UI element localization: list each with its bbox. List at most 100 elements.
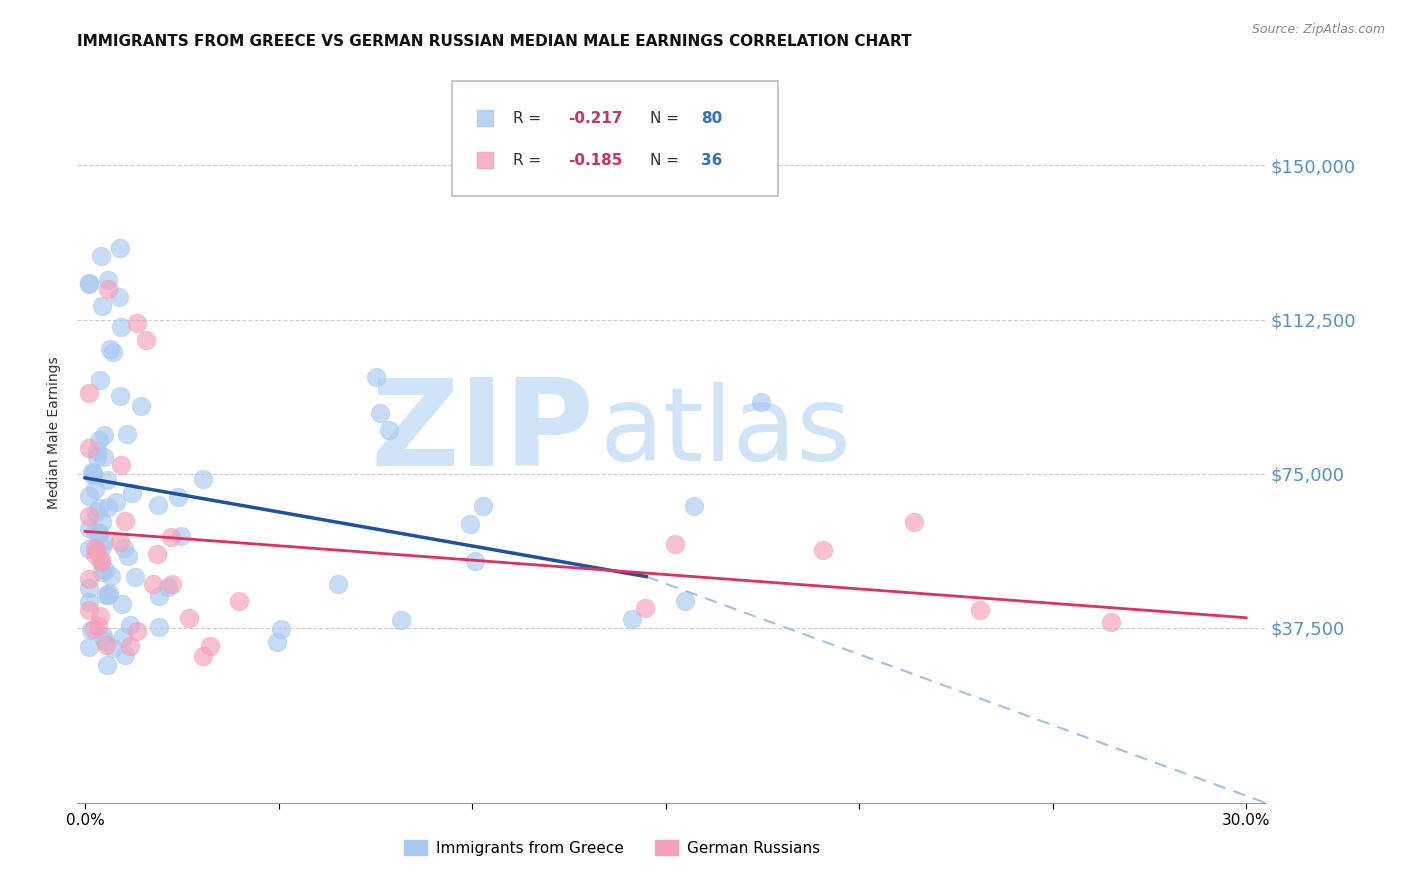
Point bbox=[91, 565, 114, 579]
Point bbox=[77, 386, 100, 401]
Text: atlas: atlas bbox=[600, 382, 852, 483]
Point bbox=[124, 570, 146, 584]
Point bbox=[89, 433, 111, 447]
Point bbox=[94, 638, 117, 652]
Point bbox=[749, 395, 772, 409]
Point bbox=[96, 658, 118, 673]
Text: ZIP: ZIP bbox=[370, 374, 595, 491]
Text: Source: ZipAtlas.com: Source: ZipAtlas.com bbox=[1251, 23, 1385, 37]
Point bbox=[101, 641, 124, 656]
Point bbox=[118, 639, 141, 653]
Point bbox=[112, 541, 135, 556]
Text: -0.185: -0.185 bbox=[568, 153, 623, 168]
Point bbox=[90, 555, 112, 569]
Point bbox=[83, 524, 105, 539]
Point bbox=[969, 603, 991, 617]
Point bbox=[82, 466, 104, 480]
Point bbox=[110, 389, 132, 403]
Point bbox=[370, 406, 392, 420]
Y-axis label: Median Male Earnings: Median Male Earnings bbox=[48, 356, 62, 509]
Point bbox=[97, 273, 120, 287]
Point bbox=[620, 612, 643, 626]
Point bbox=[114, 648, 136, 663]
Point bbox=[110, 458, 132, 473]
Point bbox=[77, 277, 100, 292]
Legend: Immigrants from Greece, German Russians: Immigrants from Greece, German Russians bbox=[398, 834, 825, 862]
Point bbox=[664, 537, 686, 551]
Point bbox=[170, 529, 193, 543]
Point bbox=[77, 572, 100, 586]
Point bbox=[77, 441, 100, 455]
Point bbox=[94, 589, 117, 603]
Text: -0.217: -0.217 bbox=[568, 111, 623, 126]
Point bbox=[120, 618, 142, 632]
Point bbox=[111, 598, 134, 612]
Point bbox=[93, 428, 115, 442]
Point bbox=[89, 609, 111, 624]
Point bbox=[811, 542, 834, 557]
Point bbox=[193, 472, 215, 486]
Point bbox=[177, 611, 200, 625]
Point bbox=[142, 576, 165, 591]
Point bbox=[127, 624, 149, 638]
Point bbox=[160, 530, 183, 544]
Point bbox=[464, 554, 486, 568]
Point bbox=[103, 345, 125, 359]
Point bbox=[83, 541, 105, 555]
Text: IMMIGRANTS FROM GREECE VS GERMAN RUSSIAN MEDIAN MALE EARNINGS CORRELATION CHART: IMMIGRANTS FROM GREECE VS GERMAN RUSSIAN… bbox=[77, 34, 912, 49]
Point bbox=[131, 399, 153, 413]
Point bbox=[148, 499, 170, 513]
Point bbox=[86, 544, 108, 558]
Point bbox=[77, 640, 100, 655]
Point bbox=[1099, 615, 1122, 629]
Point bbox=[682, 499, 704, 513]
Point bbox=[364, 370, 387, 384]
Point bbox=[458, 516, 481, 531]
Point bbox=[89, 500, 111, 515]
Point bbox=[79, 276, 101, 290]
Point bbox=[84, 547, 107, 561]
Point bbox=[90, 249, 112, 263]
Point bbox=[82, 466, 104, 480]
Point bbox=[167, 490, 190, 504]
Point bbox=[89, 525, 111, 540]
Point bbox=[87, 619, 110, 633]
Point bbox=[191, 648, 214, 663]
Point bbox=[100, 569, 122, 583]
Point bbox=[90, 299, 112, 313]
Point bbox=[266, 635, 288, 649]
Text: 36: 36 bbox=[702, 153, 723, 168]
Point bbox=[94, 563, 117, 577]
Point bbox=[83, 622, 105, 636]
Point bbox=[97, 282, 120, 296]
Point bbox=[98, 586, 121, 600]
Point bbox=[634, 600, 657, 615]
Point bbox=[270, 622, 292, 636]
Point bbox=[77, 521, 100, 535]
Text: N =: N = bbox=[650, 153, 683, 168]
Point bbox=[156, 580, 179, 594]
Point bbox=[90, 515, 112, 529]
Text: N =: N = bbox=[650, 111, 683, 126]
Point bbox=[108, 289, 131, 303]
Point bbox=[110, 320, 132, 334]
Text: 80: 80 bbox=[702, 111, 723, 126]
Point bbox=[89, 553, 111, 567]
Point bbox=[89, 373, 111, 387]
Point bbox=[97, 500, 120, 515]
Point bbox=[98, 342, 121, 356]
Point bbox=[108, 534, 131, 549]
Point bbox=[80, 623, 103, 637]
Point bbox=[77, 581, 100, 595]
Point bbox=[91, 541, 114, 555]
Point bbox=[228, 593, 250, 607]
Point bbox=[96, 473, 118, 487]
Point bbox=[472, 499, 495, 513]
Point bbox=[77, 509, 100, 524]
Point bbox=[112, 630, 135, 644]
Point bbox=[86, 444, 108, 458]
Point bbox=[114, 514, 136, 528]
Point bbox=[77, 595, 100, 609]
Point bbox=[93, 450, 115, 464]
Point bbox=[84, 505, 107, 519]
